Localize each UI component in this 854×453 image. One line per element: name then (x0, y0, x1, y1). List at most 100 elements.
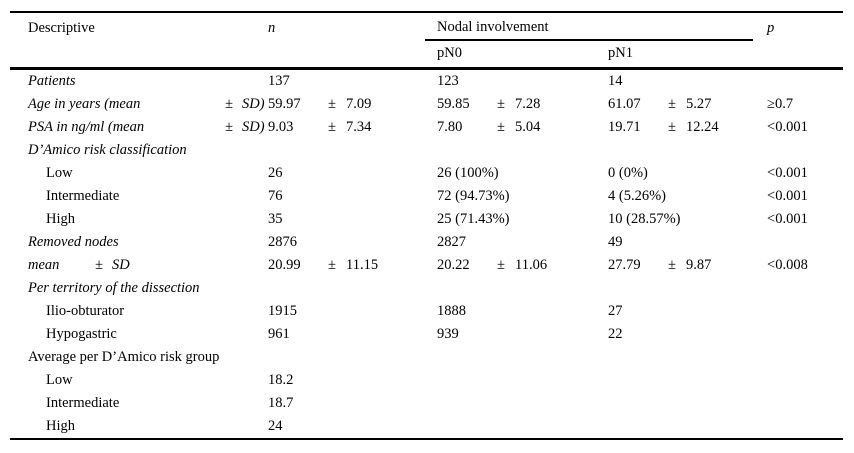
cell-pn0 (437, 392, 600, 415)
table-row: PSA in ng/ml (mean ± SD) 9.03 ±7.34 7.80 ±5.… (10, 116, 843, 139)
table-row: High 24 (10, 415, 843, 439)
table-row: Intermediate 76 72 (94.73%) 4 (5.26%) <0… (10, 185, 843, 208)
cell-n: 20.99 ±11.15 (268, 256, 379, 273)
row-label: Age in years (mean ± SD) (28, 95, 265, 112)
cell-pn0: 2827 (437, 233, 466, 250)
table-row: Low 18.2 (10, 369, 843, 392)
table-row: Age in years (mean ± SD) 59.97 ±7.09 59.85 ±… (10, 93, 843, 116)
row-label: D’Amico risk classification (28, 141, 187, 158)
cell-n: 59.97 ±7.09 (268, 95, 372, 112)
cell-p: <0.008 (767, 256, 808, 273)
cell-p (767, 346, 843, 369)
cell-pn0: 72 (94.73%) (437, 187, 510, 204)
cell-pn1 (600, 277, 767, 300)
cell-n: 24 (268, 417, 283, 434)
cell-pn1: 4 (5.26%) (608, 187, 666, 204)
row-label: High (46, 210, 75, 227)
table-row: High 35 25 (71.43%) 10 (28.57%) <0.001 (10, 208, 843, 231)
row-label: Intermediate (46, 187, 120, 204)
row-label: High (46, 417, 75, 434)
cell-pn1 (600, 139, 767, 162)
cell-p: <0.001 (767, 164, 808, 181)
cell-n (268, 346, 437, 369)
cell-pn0: 939 (437, 325, 459, 342)
cell-pn1: 10 (28.57%) (608, 210, 681, 227)
cell-n: 18.7 (268, 394, 294, 411)
row-label: Average per D’Amico risk group (28, 348, 220, 365)
cell-p: <0.001 (767, 210, 808, 227)
cell-pn1: 49 (608, 233, 623, 250)
cell-pn1: 22 (608, 325, 623, 342)
row-label: Low (46, 164, 73, 181)
table-row: Ilio-obturator 1915 1888 27 (10, 300, 843, 323)
table-row: Average per D’Amico risk group (10, 346, 843, 369)
header-n: n (268, 12, 437, 70)
cell-p: ≥0.7 (767, 95, 794, 112)
cell-pn1: 0 (0%) (608, 164, 648, 181)
cell-p (767, 139, 843, 162)
cell-pn0: 20.22 ±11.06 (437, 256, 548, 273)
cell-pn0 (437, 139, 600, 162)
cell-pn1: 19.71 ±12.24 (608, 118, 719, 135)
header-row-2: pN0 pN1 (10, 41, 843, 70)
cell-pn1: 14 (608, 72, 623, 89)
cell-n: 76 (268, 187, 283, 204)
cell-n: 137 (268, 72, 290, 89)
cell-p (767, 231, 843, 254)
cell-pn1 (600, 369, 767, 392)
cell-p (767, 323, 843, 346)
table-row: Patients 137 123 14 (10, 68, 843, 93)
table-row: Hypogastric 961 939 22 (10, 323, 843, 346)
cell-n (268, 277, 437, 300)
cell-pn0: 1888 (437, 302, 466, 319)
row-label: Removed nodes (28, 233, 119, 250)
cell-pn1: 27.79 ±9.87 (608, 256, 712, 273)
cell-pn0: 26 (100%) (437, 164, 499, 181)
row-label: Ilio-obturator (46, 302, 125, 319)
cell-p (767, 369, 843, 392)
row-label: Patients (28, 72, 76, 89)
header-row-1: Descriptive n Nodal involvement p (10, 12, 844, 70)
results-table: Descriptive n Nodal involvement p pN0 pN… (10, 11, 844, 440)
cell-p: <0.001 (767, 187, 808, 204)
cell-p: <0.001 (767, 118, 808, 135)
cell-n: 26 (268, 164, 283, 181)
cell-pn1: 27 (608, 302, 623, 319)
cell-n: 9.03 ±7.34 (268, 118, 372, 135)
header-nodal-involvement: Nodal involvement (424, 12, 767, 41)
cell-p (767, 392, 843, 415)
header-pn1: pN1 (600, 41, 768, 70)
cell-n: 2876 (268, 233, 297, 250)
cell-pn0: 59.85 ±7.28 (437, 95, 541, 112)
table-row: D’Amico risk classification (10, 139, 843, 162)
cell-pn0: 7.80 ±5.04 (437, 118, 541, 135)
cell-p (767, 300, 843, 323)
table-row: Removed nodes 2876 2827 49 (10, 231, 843, 254)
cell-pn1 (600, 392, 767, 415)
header-pn0: pN0 (437, 41, 600, 70)
table-row: mean ± SD 20.99 ±11.15 20.22 ±11.06 27.79 ±9.… (10, 254, 843, 277)
cell-pn0 (437, 346, 600, 369)
row-label: PSA in ng/ml (mean ± SD) (28, 118, 265, 135)
row-label: Intermediate (46, 394, 120, 411)
cell-n: 18.2 (268, 371, 294, 388)
cell-pn0 (437, 415, 600, 439)
row-label: Per territory of the dissection (28, 279, 200, 296)
table-row: Low 26 26 (100%) 0 (0%) <0.001 (10, 162, 843, 185)
row-label: mean ± SD (28, 256, 130, 273)
table-row: Intermediate 18.7 (10, 392, 843, 415)
header-descriptive: Descriptive (10, 12, 268, 70)
cell-pn1 (600, 415, 767, 439)
header-p: p (767, 12, 844, 70)
row-label: Low (46, 371, 73, 388)
cell-n: 35 (268, 210, 283, 227)
cell-pn0 (437, 369, 600, 392)
cell-p (767, 277, 843, 300)
cell-n: 1915 (268, 302, 297, 319)
cell-pn0: 123 (437, 72, 459, 89)
row-label: Hypogastric (46, 325, 117, 342)
cell-p (767, 68, 843, 93)
cell-pn0: 25 (71.43%) (437, 210, 510, 227)
cell-n (268, 139, 437, 162)
